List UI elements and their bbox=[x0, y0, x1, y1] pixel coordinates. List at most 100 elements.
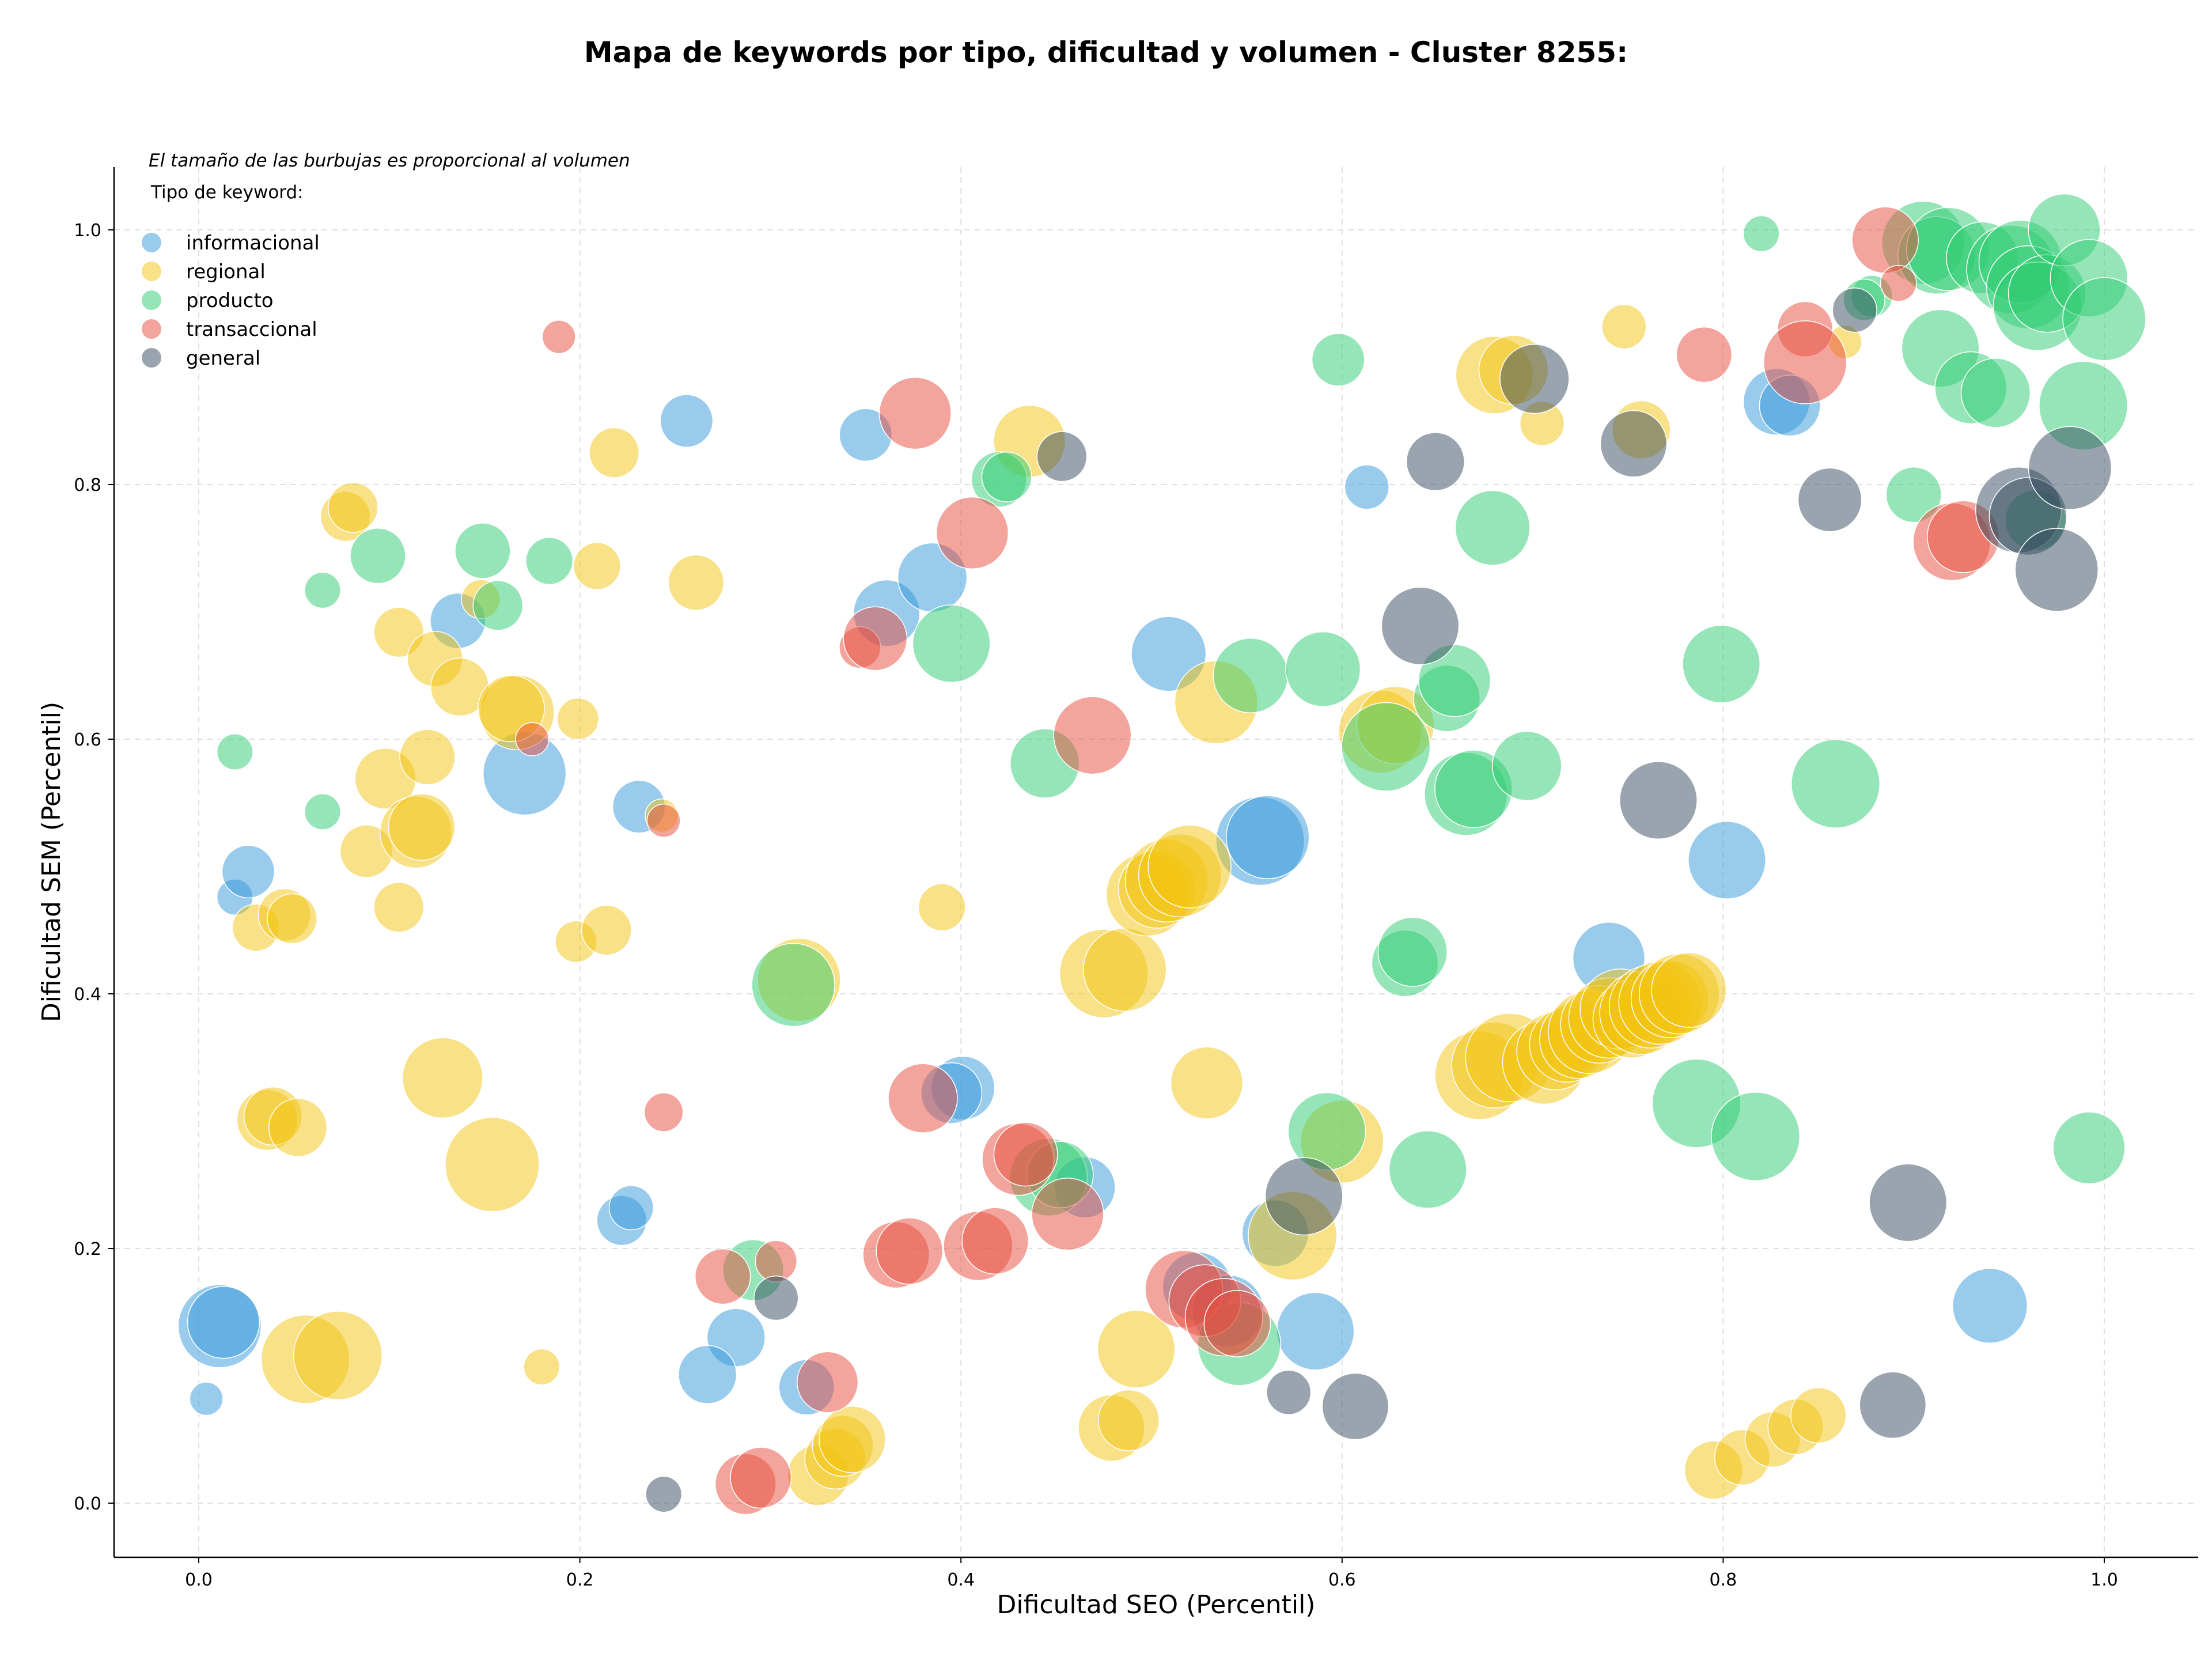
bubble-general bbox=[2028, 426, 2112, 510]
bubble-regional bbox=[327, 482, 378, 533]
bubble-transaccional bbox=[935, 496, 1009, 570]
bubble-regional bbox=[388, 793, 456, 861]
bubble-regional bbox=[581, 905, 632, 956]
bubble-regional bbox=[399, 729, 456, 785]
bubble-regional bbox=[1170, 1046, 1244, 1119]
bubble-producto bbox=[1285, 631, 1361, 707]
bubble-transaccional bbox=[1880, 264, 1917, 302]
bubble-producto bbox=[1491, 731, 1562, 801]
bubble-regional bbox=[1790, 1387, 1847, 1444]
x-tick-label: 0.0 bbox=[185, 1570, 213, 1590]
bubble-producto bbox=[2062, 277, 2146, 361]
bubble-general bbox=[1406, 432, 1465, 491]
y-axis-label: Dificultad SEM (Percentil) bbox=[37, 702, 66, 1022]
legend-label-general: general bbox=[186, 347, 260, 370]
bubble-informacional bbox=[1688, 821, 1766, 899]
bubble-producto bbox=[1743, 215, 1780, 252]
bubble-producto bbox=[1455, 490, 1531, 566]
bubble-general bbox=[1869, 1163, 1948, 1242]
bubble-general bbox=[1797, 467, 1862, 532]
legend-marker-general bbox=[142, 348, 161, 368]
bubble-general bbox=[1321, 1372, 1389, 1440]
bubble-general bbox=[753, 1276, 799, 1321]
bubble-general bbox=[2014, 528, 2099, 612]
bubble-producto bbox=[1682, 625, 1761, 703]
bubble-transaccional bbox=[888, 1063, 958, 1133]
bubble-producto bbox=[1960, 358, 2031, 428]
bubble-transaccional bbox=[730, 1447, 792, 1509]
bubble-transaccional bbox=[1763, 320, 1847, 404]
axes-layer bbox=[113, 167, 2198, 1558]
bubble-general bbox=[1264, 1157, 1343, 1236]
bubble-producto bbox=[1711, 1091, 1801, 1182]
bubble-informacional bbox=[187, 1286, 260, 1359]
x-tick-label: 0.2 bbox=[566, 1570, 594, 1590]
bubble-producto bbox=[525, 537, 574, 585]
y-tick-label: 0.4 bbox=[74, 985, 101, 1005]
bubble-regional bbox=[668, 554, 725, 611]
series-transaccional bbox=[515, 206, 2000, 1515]
series-regional bbox=[232, 304, 1862, 1506]
bubble-producto bbox=[304, 793, 341, 830]
bubble-informacional bbox=[1276, 1292, 1355, 1371]
bubble-general bbox=[1832, 287, 1877, 333]
x-tick-label: 0.6 bbox=[1328, 1570, 1356, 1590]
bubble-regional bbox=[373, 881, 425, 933]
bubble-general bbox=[1619, 761, 1698, 840]
bubble-transaccional bbox=[961, 1207, 1029, 1275]
y-tick-label: 0.0 bbox=[74, 1494, 101, 1514]
bubble-producto bbox=[454, 523, 511, 579]
x-axis-label: Dificultad SEO (Percentil) bbox=[997, 1590, 1316, 1620]
bubble-size-note: El tamaño de las burbujas es proporciona… bbox=[149, 150, 630, 171]
grid-layer bbox=[114, 167, 2198, 1557]
x-tick-label: 0.8 bbox=[1710, 1570, 1737, 1590]
bubble-regional bbox=[1651, 952, 1727, 1028]
bubble-regional bbox=[445, 1117, 540, 1212]
bubble-regional bbox=[1082, 928, 1167, 1012]
bubble-regional bbox=[819, 1406, 886, 1473]
bubble-general bbox=[1859, 1371, 1927, 1439]
bubble-regional bbox=[1147, 824, 1232, 909]
bubble-informacional bbox=[660, 394, 714, 448]
series-general bbox=[645, 287, 2112, 1513]
bubble-producto bbox=[1341, 702, 1431, 792]
bubble-producto bbox=[1791, 739, 1881, 828]
legend-label-informacional: informacional bbox=[186, 232, 320, 255]
bubble-informacional bbox=[1226, 795, 1310, 879]
legend: informacional regional producto transaccion… bbox=[142, 232, 320, 370]
bubble-general bbox=[1266, 1369, 1312, 1415]
bubble-general bbox=[1381, 587, 1460, 665]
bubble-producto bbox=[1388, 1130, 1467, 1209]
y-tick-label: 0.2 bbox=[74, 1239, 101, 1259]
bubble-producto bbox=[350, 528, 406, 584]
bubble-regional bbox=[573, 542, 621, 590]
y-tick-label: 1.0 bbox=[74, 221, 101, 241]
bubble-regional bbox=[267, 893, 318, 944]
bubble-transaccional bbox=[797, 1351, 859, 1413]
bubble-producto bbox=[472, 580, 524, 631]
bubble-transaccional bbox=[694, 1248, 751, 1305]
bubble-regional bbox=[918, 883, 966, 932]
bubble-regional bbox=[589, 427, 640, 478]
bubble-transaccional bbox=[541, 320, 576, 354]
bubble-transaccional bbox=[1203, 1290, 1271, 1357]
bubble-regional bbox=[556, 697, 600, 740]
legend-marker-producto bbox=[142, 290, 161, 310]
x-tick-label: 1.0 bbox=[2090, 1570, 2118, 1590]
bubble-transaccional bbox=[646, 803, 681, 838]
bubble-transaccional bbox=[1053, 696, 1132, 775]
bubble-transaccional bbox=[878, 377, 952, 450]
legend-marker-regional bbox=[142, 262, 161, 281]
bubble-informacional bbox=[1344, 464, 1389, 510]
bubble-informacional bbox=[189, 1382, 224, 1416]
bubble-transaccional bbox=[1676, 326, 1733, 383]
bubble-transaccional bbox=[876, 1217, 944, 1285]
bubble-regional bbox=[293, 1311, 383, 1401]
bubble-general bbox=[1036, 431, 1088, 482]
bubble-regional bbox=[1097, 1389, 1160, 1451]
bubble-general bbox=[1499, 343, 1570, 414]
bubble-regional bbox=[1601, 304, 1647, 350]
bubble-producto bbox=[1213, 637, 1289, 714]
